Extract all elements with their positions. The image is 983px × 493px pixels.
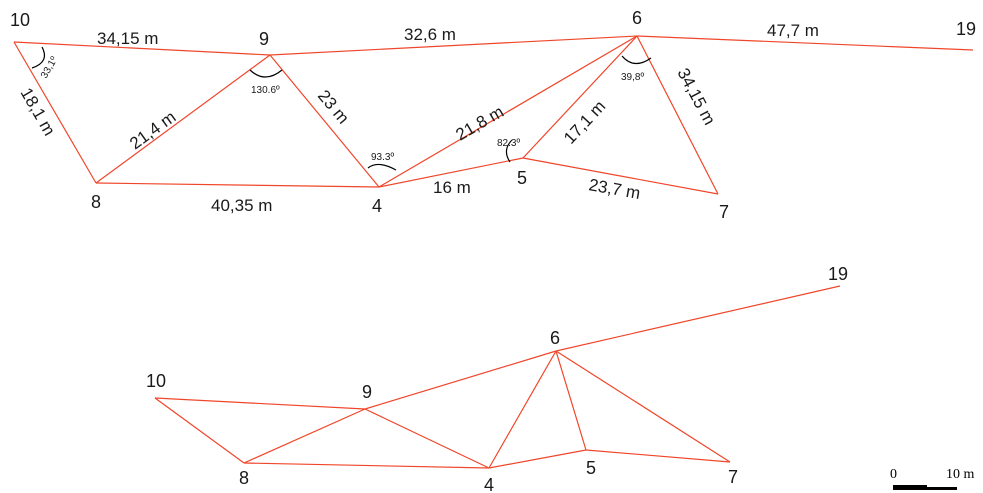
length-label-10-9: 34,15 m bbox=[97, 29, 158, 48]
length-label-5-6: 17,1 m bbox=[560, 97, 609, 148]
edge-b-6-7 bbox=[555, 350, 731, 463]
angle-label-10: 33,1º bbox=[39, 55, 60, 81]
edge-b-9-4 bbox=[364, 408, 490, 469]
edge-5-7 bbox=[522, 157, 719, 195]
angle-arc-6 bbox=[621, 55, 652, 65]
node-label-b-5: 5 bbox=[586, 458, 596, 478]
scale-bar: 0 10 m bbox=[890, 467, 975, 490]
edge-b-4-5 bbox=[488, 449, 587, 469]
angle-label-6: 39,8º bbox=[621, 72, 644, 83]
edge-b-4-6 bbox=[488, 350, 557, 469]
edge-5-6 bbox=[522, 35, 638, 159]
node-label-4: 4 bbox=[372, 196, 382, 216]
edge-6-19 bbox=[636, 35, 974, 51]
node-label-9: 9 bbox=[259, 29, 269, 49]
edge-b-5-6 bbox=[555, 350, 587, 451]
angle-arc-9 bbox=[249, 69, 283, 78]
length-label-4-5: 16 m bbox=[433, 178, 471, 197]
bottom-edges bbox=[154, 285, 841, 469]
node-label-b-9: 9 bbox=[362, 382, 372, 402]
length-label-8-4: 40,35 m bbox=[211, 196, 272, 215]
length-label-5-7: 23,7 m bbox=[587, 175, 641, 203]
node-label-19: 19 bbox=[956, 19, 976, 39]
edge-b-5-7 bbox=[585, 449, 731, 463]
edge-8-9 bbox=[95, 54, 271, 184]
length-label-6-7: 34,15 m bbox=[673, 65, 719, 128]
scale-end-label: 10 m bbox=[946, 467, 975, 482]
node-label-6: 6 bbox=[632, 8, 642, 28]
angle-label-5: 82.3º bbox=[497, 138, 520, 149]
length-label-8-9: 21,4 m bbox=[126, 107, 179, 153]
edge-b-10-8 bbox=[154, 397, 245, 464]
edge-b-6-19 bbox=[555, 285, 841, 352]
scale-zero-label: 0 bbox=[890, 467, 897, 482]
node-label-7: 7 bbox=[719, 202, 729, 222]
length-label-9-6: 32,6 m bbox=[404, 25, 456, 44]
edge-4-5 bbox=[378, 157, 524, 188]
edge-b-8-4 bbox=[243, 462, 490, 469]
edge-9-6 bbox=[269, 35, 638, 56]
edge-6-7 bbox=[636, 35, 719, 195]
node-label-b-10: 10 bbox=[146, 371, 166, 391]
length-label-6-19: 47,7 m bbox=[767, 21, 819, 40]
angle-arc-4 bbox=[367, 163, 397, 171]
top-node-labels: 10 9 6 19 8 4 5 7 bbox=[10, 8, 976, 222]
angle-label-4: 93.3º bbox=[371, 152, 394, 163]
top-length-labels: 34,15 m 32,6 m 47,7 m 18,1 m 21,4 m 23 m… bbox=[17, 21, 819, 215]
edge-9-4 bbox=[269, 54, 380, 188]
angle-arc-10 bbox=[31, 46, 45, 69]
node-label-b-4: 4 bbox=[484, 475, 494, 493]
edge-b-8-9 bbox=[243, 408, 366, 464]
node-label-b-7: 7 bbox=[728, 467, 738, 487]
node-label-5: 5 bbox=[517, 168, 527, 188]
edge-10-8 bbox=[13, 41, 97, 184]
node-label-10: 10 bbox=[10, 10, 30, 30]
edge-8-4 bbox=[95, 182, 380, 188]
top-angle-arcs bbox=[31, 46, 652, 171]
top-edges bbox=[13, 35, 974, 195]
length-label-9-4: 23 m bbox=[314, 86, 353, 127]
bottom-node-labels: 10 9 6 19 8 4 5 7 bbox=[146, 264, 848, 493]
scale-bar-segment-filled-right bbox=[927, 487, 957, 490]
length-label-10-8: 18,1 m bbox=[17, 85, 59, 140]
angle-label-9: 130.6º bbox=[251, 85, 280, 96]
node-label-b-8: 8 bbox=[239, 468, 249, 488]
edge-b-9-6 bbox=[364, 350, 557, 410]
angle-arc-5 bbox=[505, 139, 513, 163]
node-label-b-6: 6 bbox=[550, 328, 560, 348]
edge-4-6 bbox=[378, 35, 638, 188]
scale-bar-segment-filled-left bbox=[893, 485, 927, 490]
node-label-b-19: 19 bbox=[828, 264, 848, 284]
edge-10-9 bbox=[13, 41, 271, 56]
node-label-8: 8 bbox=[91, 192, 101, 212]
bottom-network: 10 9 6 19 8 4 5 7 bbox=[146, 264, 848, 493]
top-network: 10 9 6 19 8 4 5 7 34,15 m 32,6 m 47,7 m … bbox=[10, 8, 976, 222]
edge-b-10-9 bbox=[154, 397, 366, 410]
